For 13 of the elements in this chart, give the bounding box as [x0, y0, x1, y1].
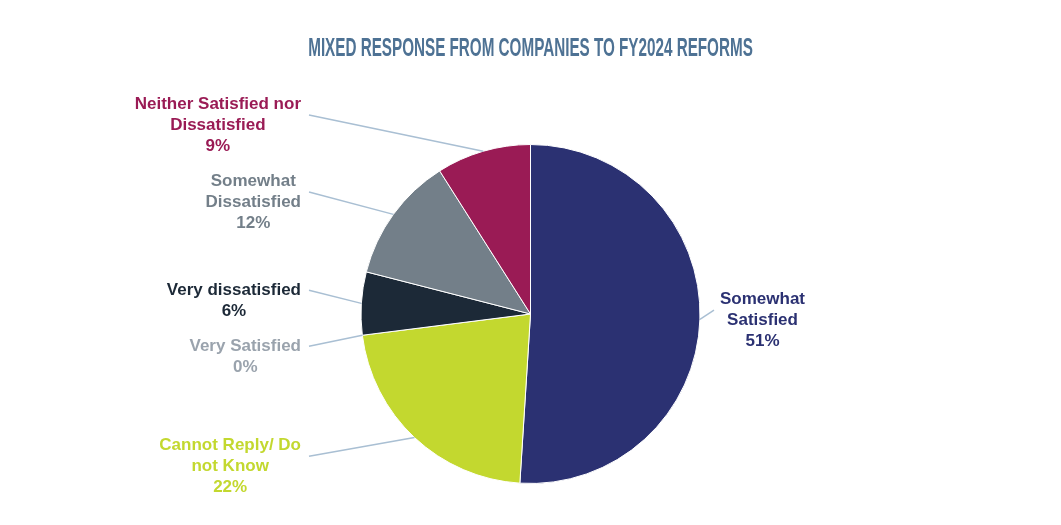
data-label: 6%	[221, 301, 247, 321]
chart-title: MIXED RESPONSE FROM COMPANIES TO FY2024 REFORMS	[308, 32, 753, 61]
slice-label: Somewhat Satisfied	[719, 289, 806, 330]
data-label: 12%	[236, 213, 271, 233]
data-label: 51%	[745, 331, 780, 351]
slice-label: Cannot Reply/ Do not Know	[159, 435, 301, 476]
legend-label: Very Satisfied	[189, 336, 302, 356]
slice-label: Neither Satisfied nor Dissatisfied	[134, 94, 302, 135]
text: 0%	[232, 357, 258, 377]
slice-label: Very dissatisfied	[166, 280, 301, 300]
slice-label: Somewhat Dissatisfied	[205, 171, 302, 212]
data-label: 22%	[213, 477, 248, 497]
data-label: 9%	[205, 136, 231, 156]
